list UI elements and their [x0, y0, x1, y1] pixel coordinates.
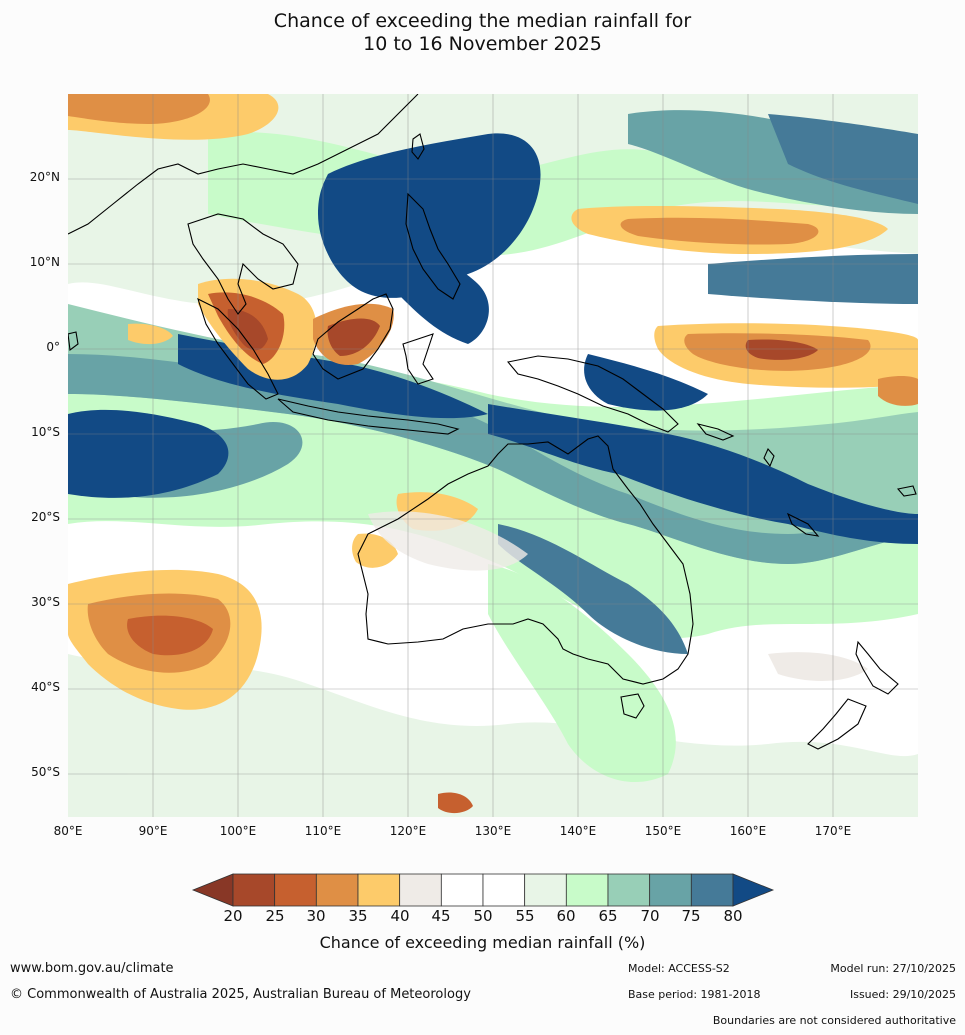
- lat-label: 0°: [46, 340, 60, 354]
- colorbar-over-arrow: [732, 873, 775, 907]
- colorbar-tick: 80: [723, 907, 743, 925]
- colorbar-cells: [232, 873, 734, 907]
- title-line-2: 10 to 16 November 2025: [363, 33, 602, 55]
- colorbar-tick: 65: [598, 907, 618, 925]
- colorbar-tick: 60: [556, 907, 576, 925]
- copyright-text: © Commonwealth of Australia 2025, Austra…: [10, 987, 471, 1002]
- coastline-new-guinea: [506, 355, 679, 433]
- coastline-solomons: [696, 423, 735, 441]
- lat-label: 20°S: [31, 510, 60, 524]
- colorbar-tick: 45: [431, 907, 451, 925]
- colorbar-cell: [482, 873, 526, 907]
- colorbar-tick: 20: [223, 907, 243, 925]
- lat-label: 50°S: [31, 765, 60, 779]
- colorbar-under-arrow: [191, 873, 234, 907]
- lon-label: 90°E: [138, 824, 168, 838]
- model-name: Model: ACCESS-S2: [628, 962, 730, 975]
- lat-label: 10°S: [31, 425, 60, 439]
- colorbar-cell: [607, 873, 651, 907]
- colorbar-tick: 35: [348, 907, 368, 925]
- colorbar-label: Chance of exceeding median rainfall (%): [319, 933, 646, 952]
- lon-label: 150°E: [644, 824, 682, 838]
- coastline-new-caledonia: [786, 512, 820, 537]
- coastlines: [68, 94, 917, 750]
- coastline-sumatra: [197, 297, 279, 400]
- lat-label: 20°N: [29, 170, 60, 184]
- coastline-indochina: [187, 213, 299, 315]
- colorbar-cell: [524, 873, 567, 907]
- issued-date: Issued: 29/10/2025: [849, 988, 956, 1001]
- chart-title: Chance of exceeding the median rainfall …: [0, 10, 965, 56]
- colorbar-cell: [399, 873, 442, 907]
- rainfall-probability-map: [68, 94, 918, 817]
- graticule: [68, 94, 918, 817]
- base-period: Base period: 1981-2018: [628, 988, 761, 1001]
- colorbar-tick: 70: [640, 907, 660, 925]
- website-link[interactable]: www.bom.gov.au/climate: [10, 961, 174, 976]
- coastline-australia: [357, 435, 694, 685]
- colorbar-tick: 55: [515, 907, 535, 925]
- lon-label: 160°E: [729, 824, 767, 838]
- lat-label: 10°N: [29, 255, 60, 269]
- lon-label: 120°E: [389, 824, 427, 838]
- colorbar-cell: [440, 873, 484, 907]
- coastline-java: [277, 398, 460, 435]
- coastline-asia: [68, 94, 419, 235]
- coastline-tasmania: [620, 693, 645, 719]
- colorbar-cell: [274, 873, 317, 907]
- lon-label: 110°E: [304, 824, 342, 838]
- coastline-philippines: [405, 192, 461, 300]
- lon-label: 80°E: [53, 824, 83, 838]
- colorbar-cell: [649, 873, 692, 907]
- lat-label: 40°S: [31, 680, 60, 694]
- coastline-borneo: [312, 293, 394, 380]
- lon-label: 100°E: [219, 824, 257, 838]
- coastline-taiwan: [411, 133, 425, 160]
- colorbar-tick: 40: [390, 907, 410, 925]
- colorbar-cell: [565, 873, 609, 907]
- lon-label: 140°E: [559, 824, 597, 838]
- model-run-date: Model run: 27/10/2025: [830, 962, 956, 975]
- colorbar-tick: 50: [473, 907, 493, 925]
- map-canvas: [68, 94, 918, 817]
- colorbar-cell: [232, 873, 276, 907]
- coastline-sulawesi: [402, 333, 434, 385]
- colorbar-cell: [357, 873, 401, 907]
- title-line-1: Chance of exceeding the median rainfall …: [273, 10, 692, 32]
- lon-label: 130°E: [474, 824, 512, 838]
- colorbar-cell: [315, 873, 359, 907]
- lon-label: 170°E: [814, 824, 852, 838]
- coastline-new-zealand: [807, 640, 899, 750]
- colorbar-tick: 30: [306, 907, 326, 925]
- coastline-fiji: [896, 485, 917, 497]
- coastline-sri-lanka: [68, 331, 79, 352]
- boundaries-disclaimer: Boundaries are not considered authoritat…: [712, 1014, 956, 1027]
- colorbar-cell: [690, 873, 734, 907]
- colorbar-tick: 25: [265, 907, 285, 925]
- colorbar-tick: 75: [681, 907, 701, 925]
- lat-label: 30°S: [31, 595, 60, 609]
- colorbar: [191, 873, 775, 907]
- coastline-vanuatu: [763, 447, 775, 468]
